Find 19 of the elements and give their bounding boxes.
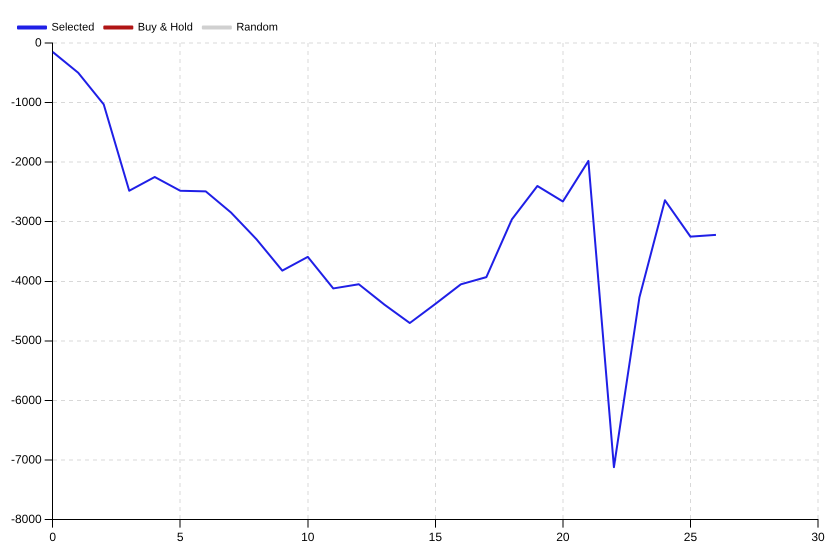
y-tick-label: -8000: [10, 512, 42, 526]
x-tick-label: 5: [176, 530, 184, 544]
x-tick-label: 10: [301, 530, 315, 544]
y-tick-label: -6000: [10, 392, 42, 407]
x-tick-label: 0: [49, 530, 56, 544]
y-tick-label: -4000: [10, 274, 42, 288]
legend-label: Random: [236, 22, 278, 34]
y-tick-label: 0: [35, 35, 42, 50]
x-tick-label: 25: [684, 530, 698, 544]
x-tick-label: 15: [428, 530, 442, 544]
y-tick-label: -5000: [10, 333, 42, 348]
y-tick-label: -3000: [10, 214, 42, 228]
y-tick-label: -2000: [10, 154, 42, 168]
y-tick-label: -7000: [10, 452, 42, 466]
x-tick-label: 30: [811, 530, 825, 544]
legend-label: Selected: [52, 22, 94, 34]
y-tick-label: -1000: [10, 94, 42, 109]
x-tick-label: 20: [556, 530, 570, 544]
legend-label: Buy & Hold: [138, 22, 193, 34]
